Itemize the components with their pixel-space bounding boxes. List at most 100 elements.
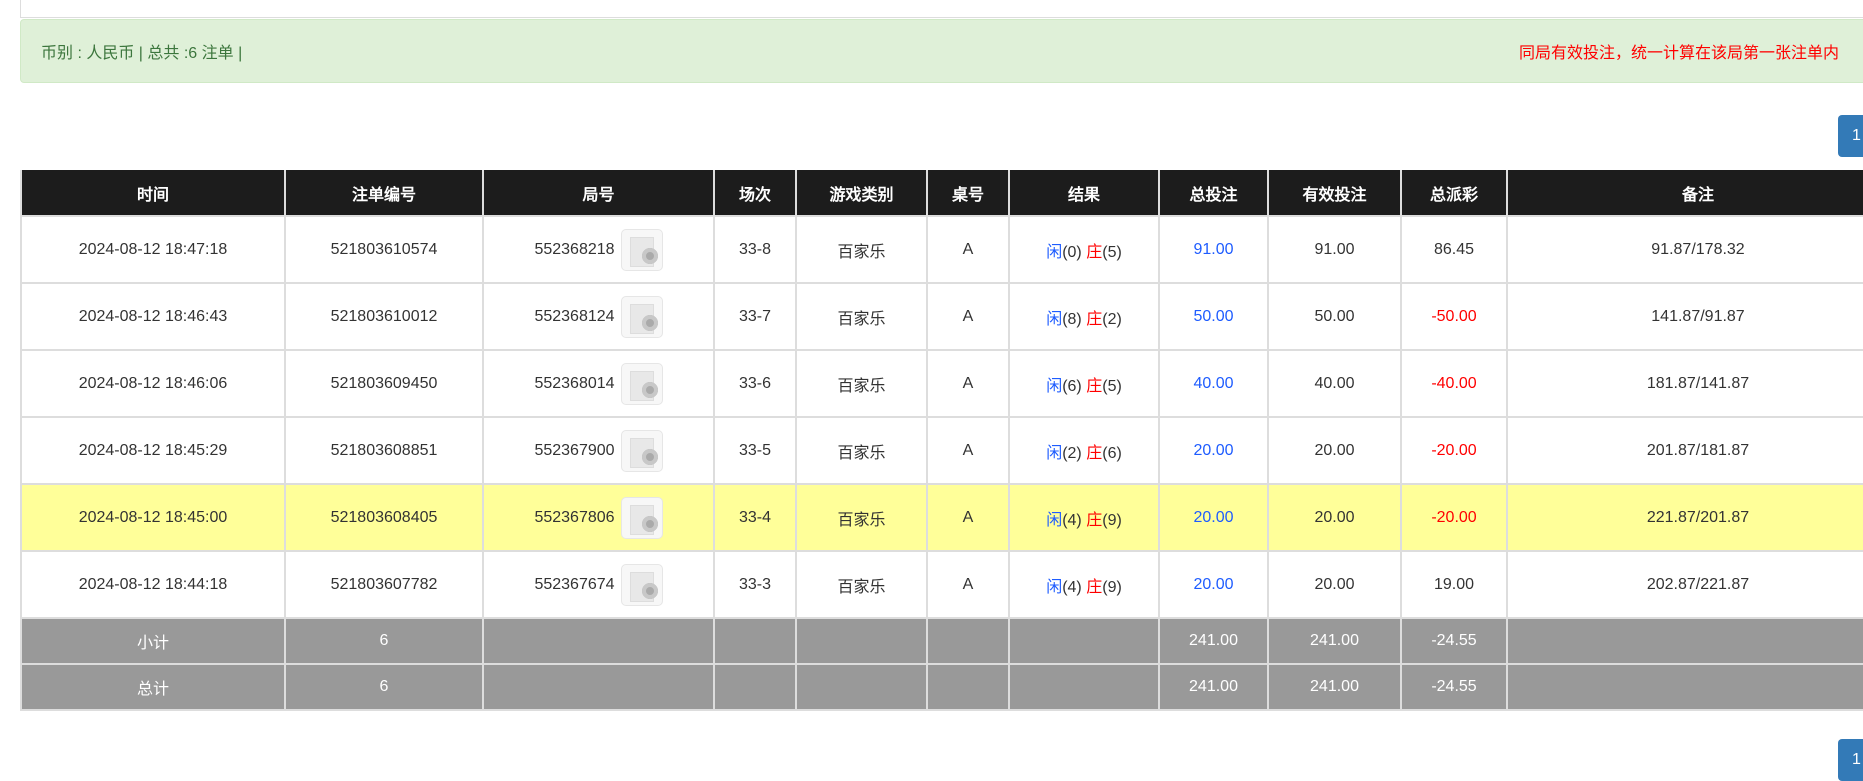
table-no-cell: A: [926, 550, 1010, 619]
player-score: (8): [1062, 310, 1082, 328]
banker-score: (9): [1102, 578, 1122, 596]
player-score: (0): [1062, 243, 1082, 261]
payout-cell: 86.45: [1400, 215, 1508, 284]
round-cell: 552368218: [482, 215, 715, 284]
video-replay-icon[interactable]: [620, 563, 663, 606]
session-cell: 33-5: [713, 416, 797, 485]
time-cell: 2024-08-12 18:45:29: [20, 416, 286, 485]
video-replay-icon[interactable]: [620, 362, 663, 405]
header-note: 备注: [1506, 170, 1863, 217]
time-cell: 2024-08-12 18:46:43: [20, 282, 286, 351]
total-payout: -24.55: [1400, 663, 1508, 711]
video-replay-icon[interactable]: [620, 295, 663, 338]
subtotal-count: 6: [284, 617, 484, 665]
bet-id-cell: 521803608405: [284, 483, 484, 552]
round-number: 552368218: [534, 240, 615, 258]
pagination-page-button[interactable]: 1: [1838, 115, 1863, 157]
empty-cell: [482, 663, 715, 711]
round-cell: 552368014: [482, 349, 715, 418]
subtotal-valid-bet: 241.00: [1267, 617, 1402, 665]
time-cell: 2024-08-12 18:44:18: [20, 550, 286, 619]
header-bet-id: 注单编号: [284, 170, 484, 217]
valid-bet-cell: 50.00: [1267, 282, 1402, 351]
total-label: 总计: [20, 663, 286, 711]
time-cell: 2024-08-12 18:45:00: [20, 483, 286, 552]
header-total-bet: 总投注: [1158, 170, 1269, 217]
player-label: 闲: [1046, 511, 1063, 529]
table-row: 2024-08-12 18:46:43 521803610012 552368124…: [20, 282, 1863, 351]
video-replay-icon[interactable]: [620, 429, 663, 472]
empty-cell: [482, 617, 715, 665]
total-bet-cell: 91.00: [1158, 215, 1269, 284]
game-type-cell: 百家乐: [795, 416, 928, 485]
banker-label: 庄: [1086, 377, 1103, 395]
total-bet-cell: 20.00: [1158, 416, 1269, 485]
valid-bet-cell: 91.00: [1267, 215, 1402, 284]
bet-id-cell: 521803608851: [284, 416, 484, 485]
header-table-no: 桌号: [926, 170, 1010, 217]
bet-id-cell: 521803610012: [284, 282, 484, 351]
result-cell: 闲(6) 庄(5): [1008, 349, 1160, 418]
table-row: 2024-08-12 18:44:18 521803607782 552367674…: [20, 550, 1863, 619]
banker-label: 庄: [1086, 578, 1103, 596]
session-cell: 33-7: [713, 282, 797, 351]
banker-score: (9): [1102, 511, 1122, 529]
summary-info: 币别 : 人民币 | 总共 :6 注单 |: [41, 45, 243, 62]
pagination-page-button-bottom[interactable]: 1: [1838, 739, 1863, 781]
round-cell: 552367674: [482, 550, 715, 619]
banker-label: 庄: [1086, 310, 1103, 328]
header-session: 场次: [713, 170, 797, 217]
player-label: 闲: [1046, 243, 1063, 261]
video-replay-icon[interactable]: [620, 496, 663, 539]
banker-score: (5): [1102, 243, 1122, 261]
bet-id-cell: 521803609450: [284, 349, 484, 418]
note-cell: 201.87/181.87: [1506, 416, 1863, 485]
subtotal-total-bet: 241.00: [1158, 617, 1269, 665]
banker-score: (2): [1102, 310, 1122, 328]
top-panel: [20, 0, 1863, 18]
bet-records-table: 时间 注单编号 局号 场次 游戏类别 桌号 结果 总投注 有效投注 总派彩 备注 2024-08-1…: [20, 170, 1863, 711]
game-type-cell: 百家乐: [795, 215, 928, 284]
subtotal-row: 小计 6 241.00 241.00 -24.55: [20, 617, 1863, 665]
empty-cell: [1506, 617, 1863, 665]
header-valid-bet: 有效投注: [1267, 170, 1402, 217]
player-label: 闲: [1046, 310, 1063, 328]
total-bet-cell: 40.00: [1158, 349, 1269, 418]
player-label: 闲: [1046, 578, 1063, 596]
empty-cell: [926, 617, 1010, 665]
table-no-cell: A: [926, 416, 1010, 485]
player-score: (2): [1062, 444, 1082, 462]
round-number: 552368124: [534, 307, 615, 325]
summary-alert: 币别 : 人民币 | 总共 :6 注单 | 同局有效投注，统一计算在该局第一张注…: [20, 19, 1863, 83]
payout-cell: -20.00: [1400, 483, 1508, 552]
note-cell: 202.87/221.87: [1506, 550, 1863, 619]
round-number: 552368014: [534, 374, 615, 392]
subtotal-payout: -24.55: [1400, 617, 1508, 665]
time-cell: 2024-08-12 18:47:18: [20, 215, 286, 284]
result-cell: 闲(4) 庄(9): [1008, 550, 1160, 619]
session-cell: 33-4: [713, 483, 797, 552]
header-result: 结果: [1008, 170, 1160, 217]
empty-cell: [713, 617, 797, 665]
game-type-cell: 百家乐: [795, 550, 928, 619]
empty-cell: [1008, 617, 1160, 665]
empty-cell: [1008, 663, 1160, 711]
total-bet-cell: 20.00: [1158, 550, 1269, 619]
result-cell: 闲(0) 庄(5): [1008, 215, 1160, 284]
round-number: 552367674: [534, 575, 615, 593]
video-replay-icon[interactable]: [620, 228, 663, 271]
empty-cell: [795, 617, 928, 665]
game-type-cell: 百家乐: [795, 282, 928, 351]
note-cell: 181.87/141.87: [1506, 349, 1863, 418]
valid-bet-cell: 20.00: [1267, 550, 1402, 619]
banker-label: 庄: [1086, 511, 1103, 529]
round-cell: 552368124: [482, 282, 715, 351]
header-time: 时间: [20, 170, 286, 217]
game-type-cell: 百家乐: [795, 483, 928, 552]
banker-label: 庄: [1086, 444, 1103, 462]
payout-cell: 19.00: [1400, 550, 1508, 619]
header-payout: 总派彩: [1400, 170, 1508, 217]
subtotal-label: 小计: [20, 617, 286, 665]
player-score: (4): [1062, 511, 1082, 529]
valid-bet-cell: 20.00: [1267, 483, 1402, 552]
